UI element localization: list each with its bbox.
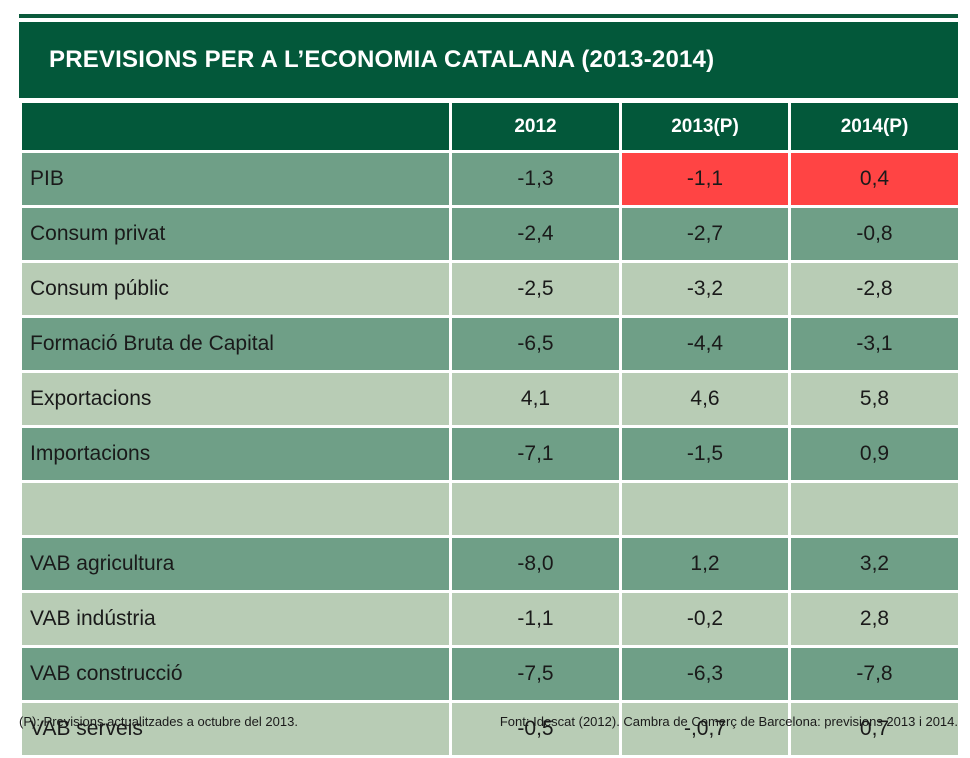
row-label: Consum privat: [19, 205, 452, 263]
spacer-cell: [19, 480, 452, 538]
value-cell: -3,1: [788, 315, 961, 373]
row-label: PIB: [19, 150, 452, 208]
table-row: Formació Bruta de Capital -6,5 -4,4 -3,1: [19, 315, 961, 373]
value-cell: 3,2: [788, 535, 961, 593]
table-row: VAB construcció -7,5 -6,3 -7,8: [19, 645, 961, 703]
header-cell-label: [19, 100, 452, 153]
value-cell: 1,2: [619, 535, 791, 593]
value-cell: -7,5: [449, 645, 622, 703]
value-cell: 0,4: [788, 150, 961, 208]
value-cell: 0,9: [788, 425, 961, 483]
row-label: VAB indústria: [19, 590, 452, 648]
value-cell: 4,1: [449, 370, 622, 428]
value-cell: -1,5: [619, 425, 791, 483]
header-row: 2012 2013(P) 2014(P): [19, 100, 961, 153]
value-cell: -1,3: [449, 150, 622, 208]
header-cell-2012: 2012: [449, 100, 622, 153]
table-row: VAB indústria -1,1 -0,2 2,8: [19, 590, 961, 648]
value-cell: -0,8: [788, 205, 961, 263]
table-row: VAB agricultura -8,0 1,2 3,2: [19, 535, 961, 593]
value-cell: -1,1: [619, 150, 791, 208]
footer-note: (P): Previsions actualitzades a octubre …: [19, 714, 298, 729]
value-cell: -0,2: [619, 590, 791, 648]
table-row: Consum privat -2,4 -2,7 -0,8: [19, 205, 961, 263]
value-cell: -8,0: [449, 535, 622, 593]
table-title: PREVISIONS PER A L’ECONOMIA CATALANA (20…: [49, 46, 715, 73]
table-row: VAB serveis -0,5 -,0,7 0,7: [19, 700, 961, 758]
table-title-bar: PREVISIONS PER A L’ECONOMIA CATALANA (20…: [19, 22, 958, 98]
row-label: VAB agricultura: [19, 535, 452, 593]
value-cell: 5,8: [788, 370, 961, 428]
value-cell: -2,8: [788, 260, 961, 318]
row-label: Formació Bruta de Capital: [19, 315, 452, 373]
table-row: Exportacions 4,1 4,6 5,8: [19, 370, 961, 428]
value-cell: -0,5: [449, 700, 622, 758]
value-cell: -7,8: [788, 645, 961, 703]
spacer-row: [19, 480, 961, 538]
value-cell: -7,1: [449, 425, 622, 483]
footer-source: Font: Idescat (2012). Cambra de Comerç d…: [499, 714, 958, 729]
spacer-cell: [788, 480, 961, 538]
value-cell: -6,5: [449, 315, 622, 373]
header-cell-2013p: 2013(P): [619, 100, 791, 153]
forecast-table: 2012 2013(P) 2014(P) PIB -1,3 -1,1 0,4 Consu…: [19, 100, 961, 758]
table-footer: (P): Previsions actualitzades a octubre …: [19, 714, 958, 729]
value-cell: 2,8: [788, 590, 961, 648]
value-cell: -6,3: [619, 645, 791, 703]
row-label: VAB construcció: [19, 645, 452, 703]
row-label: Importacions: [19, 425, 452, 483]
value-cell: -3,2: [619, 260, 791, 318]
table-row: Consum públic -2,5 -3,2 -2,8: [19, 260, 961, 318]
value-cell: 0,7: [788, 700, 961, 758]
value-cell: -1,1: [449, 590, 622, 648]
spacer-cell: [619, 480, 791, 538]
table-row: PIB -1,3 -1,1 0,4: [19, 150, 961, 208]
value-cell: -2,4: [449, 205, 622, 263]
value-cell: -2,7: [619, 205, 791, 263]
row-label: VAB serveis: [19, 700, 452, 758]
table-row: Importacions -7,1 -1,5 0,9: [19, 425, 961, 483]
spacer-cell: [449, 480, 622, 538]
value-cell: -,0,7: [619, 700, 791, 758]
value-cell: 4,6: [619, 370, 791, 428]
header-cell-2014p: 2014(P): [788, 100, 961, 153]
top-rule: [19, 14, 958, 18]
value-cell: -4,4: [619, 315, 791, 373]
value-cell: -2,5: [449, 260, 622, 318]
row-label: Consum públic: [19, 260, 452, 318]
row-label: Exportacions: [19, 370, 452, 428]
